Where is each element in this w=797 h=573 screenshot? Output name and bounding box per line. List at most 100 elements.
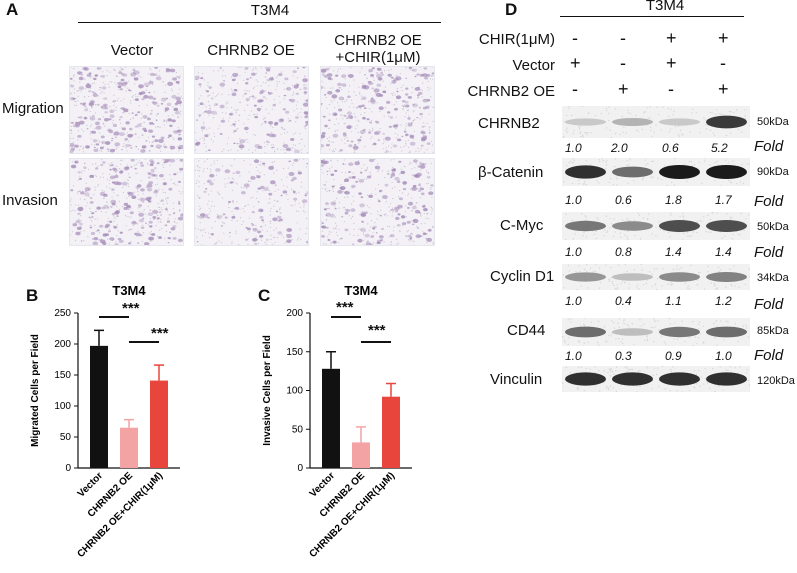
stained-cell bbox=[126, 204, 131, 209]
blot-noise bbox=[696, 383, 698, 385]
membrane-pore bbox=[213, 132, 215, 134]
membrane-pore bbox=[370, 213, 372, 215]
membrane-pore bbox=[125, 147, 127, 149]
membrane-pore bbox=[172, 207, 174, 210]
membrane-pore bbox=[125, 225, 127, 227]
membrane-pore bbox=[231, 165, 233, 167]
membrane-pore bbox=[257, 242, 259, 245]
blot-noise bbox=[579, 132, 582, 135]
stained-cell bbox=[112, 123, 118, 127]
blot-noise bbox=[646, 339, 649, 342]
stained-cell bbox=[416, 172, 422, 177]
membrane-pore bbox=[326, 107, 328, 109]
migration-chart-bar-3 bbox=[150, 380, 168, 468]
blot-noise bbox=[624, 366, 626, 369]
membrane-pore bbox=[324, 87, 326, 89]
blot-noise bbox=[585, 132, 588, 134]
stained-cell bbox=[95, 143, 100, 146]
blot-noise bbox=[627, 182, 629, 185]
stained-cell bbox=[388, 125, 392, 128]
membrane-pore bbox=[174, 221, 176, 223]
membrane-pore bbox=[328, 104, 330, 106]
membrane-pore bbox=[286, 194, 288, 196]
blot-noise bbox=[610, 335, 613, 337]
stained-cell bbox=[207, 216, 210, 219]
membrane-pore bbox=[405, 67, 407, 69]
stained-cell bbox=[290, 138, 295, 141]
stained-cell bbox=[432, 226, 434, 228]
membrane-pore bbox=[106, 201, 108, 203]
membrane-pore bbox=[141, 113, 143, 115]
membrane-pore bbox=[165, 198, 167, 200]
blot-noise bbox=[639, 319, 641, 321]
membrane-pore bbox=[203, 139, 205, 141]
blot-noise bbox=[739, 366, 741, 368]
blot-noise bbox=[596, 180, 598, 182]
blot-noise bbox=[615, 158, 617, 160]
stained-cell bbox=[172, 225, 177, 228]
membrane-pore bbox=[95, 163, 97, 165]
panel-a-letter: A bbox=[6, 0, 19, 19]
stained-cell bbox=[426, 237, 433, 242]
blot-noise bbox=[709, 218, 712, 221]
stained-cell bbox=[427, 228, 432, 232]
membrane-pore bbox=[113, 68, 115, 70]
stained-cell bbox=[210, 97, 213, 99]
membrane-pore bbox=[154, 189, 156, 191]
stained-cell bbox=[198, 83, 202, 86]
blot-noise bbox=[624, 282, 626, 284]
blot-noise bbox=[641, 269, 643, 271]
stained-cell bbox=[111, 140, 113, 142]
membrane-pore bbox=[330, 231, 332, 233]
stained-cell bbox=[214, 103, 219, 106]
blot-noise bbox=[650, 129, 652, 131]
blot-noise bbox=[743, 229, 745, 232]
blot-noise bbox=[618, 337, 620, 340]
stained-cell bbox=[343, 134, 347, 137]
membrane-pore bbox=[402, 104, 404, 107]
blot-noise bbox=[695, 373, 698, 376]
stained-cell bbox=[97, 67, 100, 70]
membrane-pore bbox=[228, 137, 230, 139]
membrane-pore bbox=[403, 146, 405, 148]
stained-cell bbox=[270, 78, 274, 81]
blot-noise bbox=[578, 341, 581, 343]
stained-cell bbox=[78, 177, 82, 180]
blot-noise bbox=[708, 387, 711, 390]
blot-noise bbox=[606, 109, 608, 112]
membrane-pore bbox=[249, 164, 251, 166]
membrane-pore bbox=[353, 234, 355, 237]
blot-band-lane-4 bbox=[706, 165, 747, 179]
stained-cell bbox=[130, 166, 133, 168]
membrane-pore bbox=[430, 188, 432, 190]
membrane-pore bbox=[383, 115, 385, 117]
membrane-pore bbox=[202, 73, 204, 75]
stained-cell bbox=[393, 124, 399, 128]
membrane-pore bbox=[203, 142, 205, 144]
stained-cell bbox=[333, 113, 337, 116]
membrane-pore bbox=[300, 108, 302, 110]
stained-cell bbox=[148, 150, 151, 152]
membrane-pore bbox=[130, 207, 132, 209]
membrane-pore bbox=[141, 240, 144, 242]
blot-noise bbox=[746, 369, 749, 371]
blot-noise bbox=[609, 129, 611, 131]
stained-cell bbox=[401, 135, 404, 138]
blot-noise bbox=[736, 183, 738, 185]
membrane-pore bbox=[109, 187, 111, 189]
blot-noise bbox=[697, 279, 699, 281]
membrane-pore bbox=[115, 106, 117, 108]
membrane-pore bbox=[114, 218, 116, 220]
stained-cell bbox=[89, 100, 95, 104]
membrane-pore bbox=[177, 127, 179, 129]
blot-noise bbox=[704, 119, 706, 121]
membrane-pore bbox=[115, 145, 117, 147]
membrane-pore bbox=[369, 172, 371, 174]
membrane-pore bbox=[384, 86, 386, 88]
stained-cell bbox=[257, 187, 261, 190]
blot-noise bbox=[679, 129, 682, 131]
blot-noise bbox=[584, 180, 586, 183]
blot-noise bbox=[676, 338, 679, 340]
blot-noise bbox=[571, 219, 574, 222]
blot-noise bbox=[709, 164, 711, 166]
